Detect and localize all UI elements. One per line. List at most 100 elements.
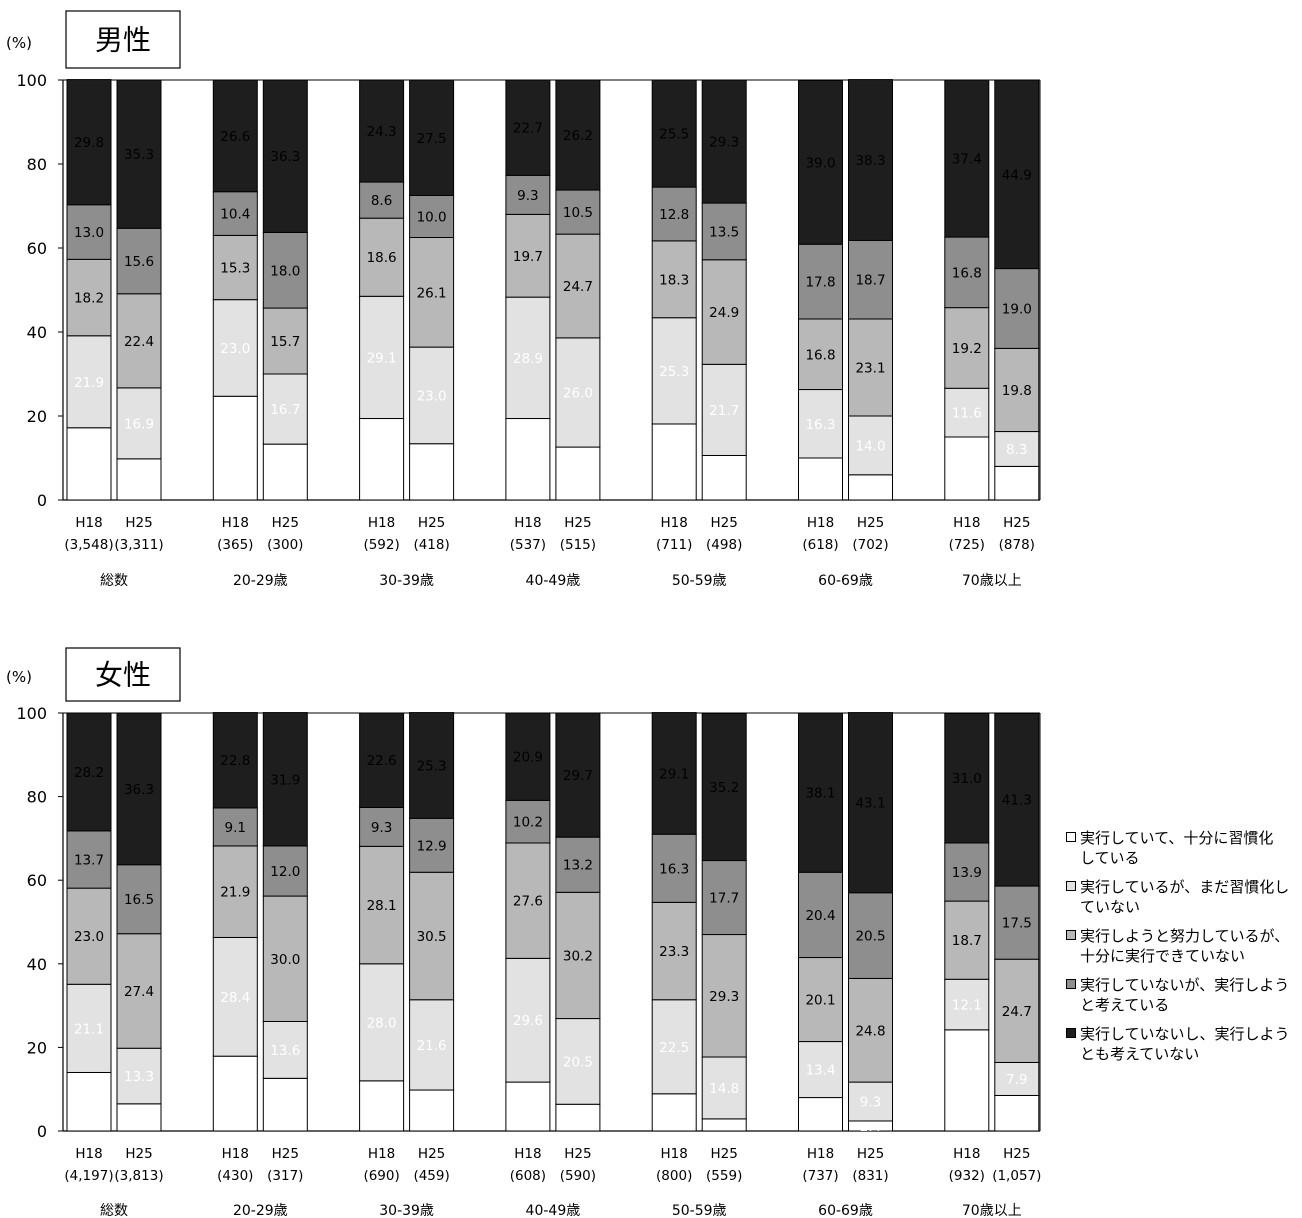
data-label: 23.0 <box>417 388 447 404</box>
data-label: 9.1 <box>225 820 246 836</box>
data-label: 31.9 <box>270 772 300 788</box>
legend-label: 実行していて、十分に習慣化 している <box>1080 829 1274 867</box>
data-label: 8.3 <box>1006 442 1027 458</box>
bar-segment <box>555 337 601 448</box>
bar-segment <box>944 978 990 1031</box>
bar-segment <box>505 712 551 801</box>
bar-segment <box>359 1080 405 1132</box>
x-tick-label-year: H25 <box>125 1146 152 1162</box>
group-label: 70歳以上 <box>962 1203 1022 1218</box>
bar-segment <box>944 387 990 438</box>
y-tick-label: 0 <box>37 491 47 510</box>
x-tick-label-n: (590) <box>560 1168 596 1184</box>
x-tick-label-year: H18 <box>807 515 834 531</box>
data-label: 22.5 <box>659 1040 689 1056</box>
data-label: 9.8 <box>421 1104 442 1120</box>
bar-segment <box>66 983 112 1073</box>
data-label: 25.5 <box>659 127 689 143</box>
bar-segment <box>651 186 697 242</box>
data-label: 10.6 <box>709 471 739 487</box>
data-label: 37.4 <box>952 152 982 168</box>
data-label: 16.3 <box>805 417 835 433</box>
bar-segment <box>798 318 843 391</box>
bar-segment <box>409 999 455 1091</box>
data-label: 25.3 <box>417 758 447 774</box>
bar-segment <box>116 864 162 935</box>
data-label: 13.0 <box>74 225 104 241</box>
data-label: 16.7 <box>270 402 300 418</box>
data-label: 26.1 <box>417 285 447 301</box>
bar-segment <box>651 833 697 903</box>
data-label: 43.1 <box>855 796 885 812</box>
x-tick-label-n: (430) <box>217 1168 253 1184</box>
bar-segment <box>116 1103 162 1132</box>
bar-segment <box>212 234 258 301</box>
y-tick-label: 40 <box>27 955 47 974</box>
x-tick-label-year: H18 <box>75 1146 102 1162</box>
bar-segment <box>409 712 455 819</box>
x-tick-label-year: H25 <box>418 515 445 531</box>
bar-segment <box>994 1094 1040 1132</box>
bar-segment <box>359 806 405 847</box>
bar-segment <box>555 79 601 191</box>
bar-segment <box>798 79 843 245</box>
x-tick-label-year: H25 <box>272 515 299 531</box>
bar-segment <box>994 79 1040 270</box>
x-tick-label-n: (608) <box>510 1168 546 1184</box>
group-label: 30-39歳 <box>379 573 434 589</box>
data-label: 20.9 <box>513 750 543 766</box>
bar-segment <box>359 712 405 808</box>
x-tick-label-n: (559) <box>706 1168 742 1184</box>
bar-segment <box>848 892 893 979</box>
bar-segment <box>994 347 1040 433</box>
data-label: 24.3 <box>367 124 397 140</box>
x-tick-label-n: (1,057) <box>992 1168 1041 1184</box>
data-label: 17.8 <box>805 275 835 291</box>
bar-segment <box>848 415 893 476</box>
data-label: 8.5 <box>1006 1106 1027 1122</box>
bar-segment <box>994 465 1040 501</box>
data-label: 22.8 <box>220 753 250 769</box>
data-label: 12.9 <box>417 838 447 854</box>
data-label: 21.1 <box>74 1021 104 1037</box>
bar-segment <box>409 79 455 196</box>
bar-segment <box>262 712 308 847</box>
bar-segment <box>505 296 551 420</box>
x-tick-label-year: H18 <box>953 515 980 531</box>
data-label: 13.9 <box>952 865 982 881</box>
data-label: 13.4 <box>805 1063 835 1079</box>
bar-segment <box>359 217 405 297</box>
x-tick-label-year: H25 <box>711 1146 738 1162</box>
bar-segment <box>66 79 112 206</box>
x-tick-label-year: H25 <box>857 515 884 531</box>
x-tick-label-n: (618) <box>802 537 838 553</box>
data-label: 13.2 <box>563 858 593 874</box>
y-tick-label: 60 <box>27 871 47 890</box>
bar-segment <box>944 900 990 980</box>
x-tick-label-n: (725) <box>949 537 985 553</box>
bar-segment <box>701 712 747 862</box>
legend: 実行していて、十分に習慣化 している 実行しているが、まだ習慣化し ていない 実行し… <box>1066 828 1302 1073</box>
data-label: 28.0 <box>367 1015 397 1031</box>
bar-segment <box>505 1081 551 1132</box>
data-label: 12.0 <box>270 864 300 880</box>
data-label: 22.7 <box>513 121 543 137</box>
bar-segment <box>212 936 258 1057</box>
y-tick-label: 40 <box>27 323 47 342</box>
data-label: 29.8 <box>74 135 104 151</box>
x-tick-label-n: (878) <box>999 537 1035 553</box>
data-label: 13.7 <box>74 853 104 869</box>
data-label: 23.0 <box>74 929 104 945</box>
bar-segment <box>409 346 455 445</box>
bar-segment <box>262 845 308 897</box>
bar-segment <box>116 79 162 229</box>
bar-segment <box>505 957 551 1083</box>
data-label: 27.4 <box>124 984 154 1000</box>
legend-item: 実行しようと努力しているが、 十分に実行できていない <box>1066 926 1302 966</box>
data-label: 24.2 <box>952 1073 982 1089</box>
data-label: 13.3 <box>124 1069 154 1085</box>
group-label: 総数 <box>100 573 128 589</box>
bar-segment <box>651 79 697 188</box>
bar-segment <box>66 258 112 337</box>
